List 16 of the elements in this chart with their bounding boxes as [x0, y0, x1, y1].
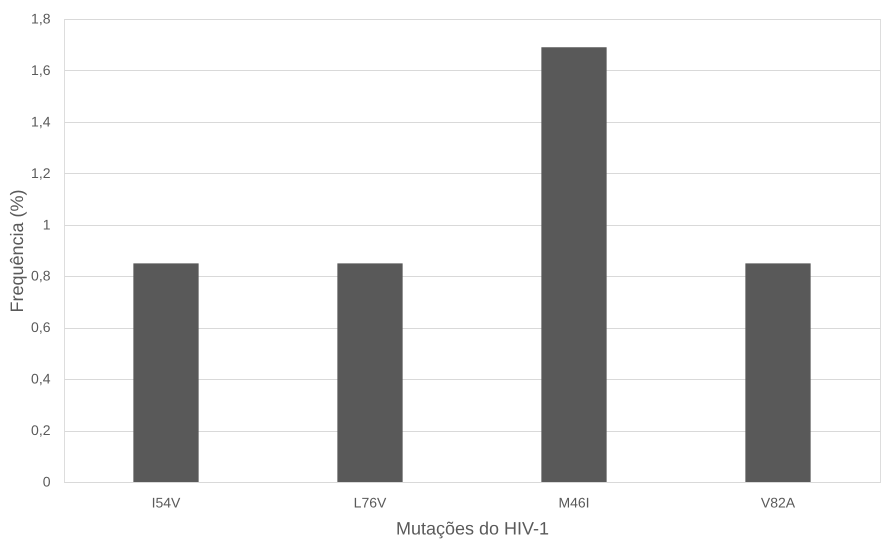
y-tick-label: 0: [42, 474, 51, 490]
x-axis-title: Mutações do HIV-1: [396, 518, 550, 538]
x-tick-label: V82A: [760, 494, 796, 510]
y-tick-label: 1: [42, 216, 51, 232]
y-tick-label: 1,8: [31, 10, 51, 26]
y-tick-label: 0,4: [31, 370, 51, 387]
x-tick-label: I54V: [152, 494, 182, 510]
y-axis-title: Frequência (%): [7, 189, 28, 313]
y-tick-label: 1,2: [31, 164, 51, 181]
y-tick-label: 0,2: [31, 422, 51, 438]
y-tick-label: 1,6: [31, 62, 51, 78]
y-tick-label: 0,6: [31, 319, 51, 336]
x-tick-label: M46I: [558, 494, 590, 510]
y-tick-label: 1,4: [31, 113, 51, 130]
y-tick-label: 0,8: [31, 268, 51, 284]
x-tick-label: L76V: [354, 494, 388, 510]
